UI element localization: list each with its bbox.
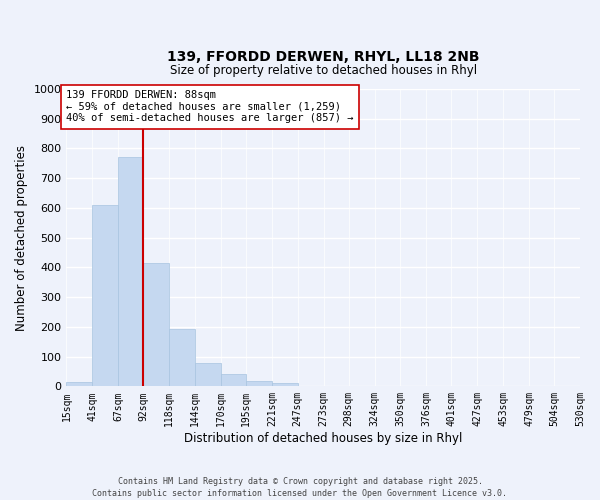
Title: 139, FFORDD DERWEN, RHYL, LL18 2NB: 139, FFORDD DERWEN, RHYL, LL18 2NB	[167, 50, 479, 64]
X-axis label: Distribution of detached houses by size in Rhyl: Distribution of detached houses by size …	[184, 432, 463, 445]
Text: Contains HM Land Registry data © Crown copyright and database right 2025.
Contai: Contains HM Land Registry data © Crown c…	[92, 476, 508, 498]
Y-axis label: Number of detached properties: Number of detached properties	[15, 144, 28, 330]
Bar	[195, 363, 221, 386]
Text: 139 FFORDD DERWEN: 88sqm
← 59% of detached houses are smaller (1,259)
40% of sem: 139 FFORDD DERWEN: 88sqm ← 59% of detach…	[67, 90, 354, 124]
Bar	[246, 381, 272, 386]
Bar	[67, 382, 92, 386]
Bar	[143, 264, 169, 386]
Bar	[169, 329, 195, 386]
Bar	[272, 383, 298, 386]
Bar	[92, 206, 118, 386]
Bar	[118, 157, 143, 386]
Bar	[221, 374, 246, 386]
Text: Size of property relative to detached houses in Rhyl: Size of property relative to detached ho…	[170, 64, 477, 77]
